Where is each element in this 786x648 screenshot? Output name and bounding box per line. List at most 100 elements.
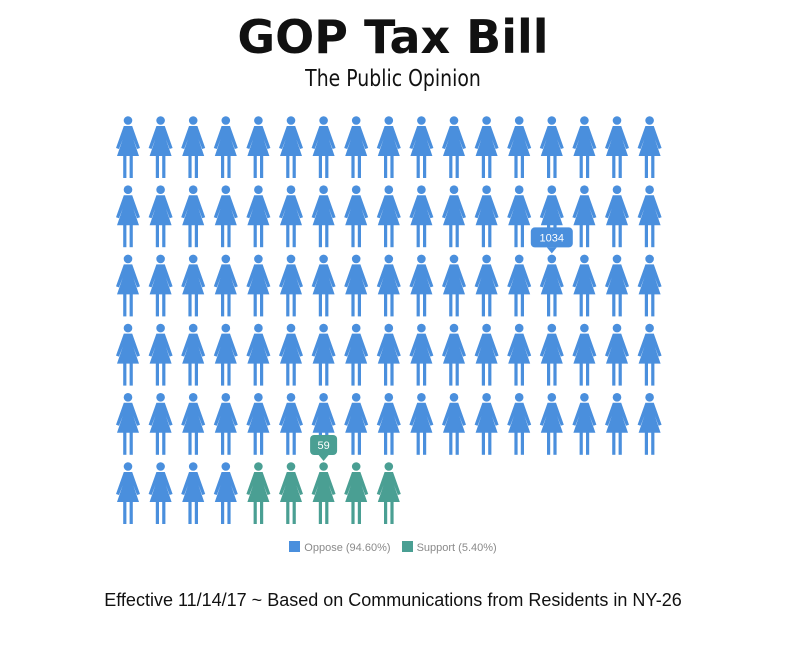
oppose-person-icon[interactable] — [213, 462, 238, 524]
oppose-person-icon[interactable] — [181, 462, 206, 524]
oppose-person-icon[interactable] — [442, 323, 466, 386]
oppose-person-icon[interactable] — [442, 116, 466, 178]
support-person-icon[interactable] — [246, 462, 271, 524]
oppose-person-icon[interactable] — [246, 254, 271, 317]
support-person-icon[interactable] — [311, 462, 336, 524]
oppose-person-icon[interactable] — [279, 116, 303, 178]
oppose-person-icon[interactable] — [637, 393, 662, 455]
oppose-person-icon[interactable] — [311, 323, 336, 386]
support-person-icon[interactable] — [376, 462, 401, 524]
pictograph-chart: 1034 59 — [116, 116, 662, 524]
oppose-person-icon[interactable] — [311, 185, 336, 248]
oppose-person-icon[interactable] — [344, 323, 369, 386]
oppose-person-icon[interactable] — [116, 323, 140, 386]
oppose-person-icon[interactable] — [474, 393, 499, 455]
oppose-person-icon[interactable] — [116, 185, 140, 248]
oppose-person-icon[interactable] — [539, 323, 564, 386]
oppose-person-icon[interactable] — [409, 323, 434, 386]
legend-item-oppose[interactable]: Oppose (94.60%) — [289, 541, 391, 554]
oppose-person-icon[interactable] — [213, 116, 238, 178]
oppose-person-icon[interactable] — [539, 116, 564, 178]
oppose-person-icon[interactable] — [311, 254, 336, 317]
support-person-icon[interactable] — [279, 462, 303, 524]
oppose-person-icon[interactable] — [409, 116, 434, 178]
oppose-person-icon[interactable] — [344, 185, 369, 248]
oppose-person-icon[interactable] — [181, 185, 206, 248]
oppose-person-icon[interactable] — [572, 254, 597, 317]
oppose-person-icon[interactable] — [539, 254, 564, 317]
oppose-person-icon[interactable] — [474, 185, 499, 248]
oppose-person-icon[interactable] — [539, 393, 564, 455]
legend-item-support[interactable]: Support (5.40%) — [401, 541, 497, 554]
oppose-person-icon[interactable] — [474, 254, 499, 317]
oppose-person-icon[interactable] — [507, 393, 532, 455]
oppose-person-icon[interactable] — [605, 393, 629, 455]
oppose-person-icon[interactable] — [637, 116, 662, 178]
oppose-person-icon[interactable] — [507, 185, 532, 248]
oppose-person-icon[interactable] — [246, 393, 271, 455]
oppose-person-icon[interactable] — [474, 116, 499, 178]
oppose-person-icon[interactable] — [148, 116, 173, 178]
oppose-person-icon[interactable] — [181, 116, 206, 178]
oppose-person-icon[interactable] — [181, 323, 206, 386]
oppose-person-icon[interactable] — [442, 185, 466, 248]
oppose-person-icon[interactable] — [116, 462, 140, 524]
footer-note: Effective 11/14/17 ~ Based on Communicat… — [104, 590, 682, 610]
oppose-person-icon[interactable] — [376, 185, 401, 248]
oppose-person-icon[interactable] — [279, 254, 303, 317]
oppose-person-icon[interactable] — [442, 254, 466, 317]
oppose-person-icon[interactable] — [507, 323, 532, 386]
oppose-person-icon[interactable] — [148, 254, 173, 317]
oppose-person-icon[interactable] — [148, 462, 173, 524]
oppose-person-icon[interactable] — [605, 185, 629, 248]
oppose-person-icon[interactable] — [246, 116, 271, 178]
oppose-person-icon[interactable] — [148, 323, 173, 386]
oppose-person-icon[interactable] — [507, 254, 532, 317]
oppose-person-icon[interactable] — [376, 116, 401, 178]
oppose-person-icon[interactable] — [311, 116, 336, 178]
oppose-person-icon[interactable] — [344, 254, 369, 317]
oppose-person-icon[interactable] — [572, 185, 597, 248]
oppose-person-icon[interactable] — [279, 323, 303, 386]
oppose-person-icon[interactable] — [572, 393, 597, 455]
chart-subtitle: The Public Opinion — [305, 66, 481, 92]
oppose-person-icon[interactable] — [344, 393, 369, 455]
oppose-person-icon[interactable] — [213, 185, 238, 248]
oppose-person-icon[interactable] — [213, 254, 238, 317]
chart-title: GOP Tax Bill — [237, 10, 549, 64]
oppose-person-icon[interactable] — [116, 254, 140, 317]
oppose-person-icon[interactable] — [376, 393, 401, 455]
oppose-person-icon[interactable] — [572, 323, 597, 386]
oppose-person-icon[interactable] — [637, 254, 662, 317]
oppose-person-icon[interactable] — [409, 393, 434, 455]
oppose-person-icon[interactable] — [279, 185, 303, 248]
oppose-person-icon[interactable] — [148, 393, 173, 455]
legend-swatch-support — [401, 541, 413, 552]
oppose-person-icon[interactable] — [246, 185, 271, 248]
oppose-person-icon[interactable] — [637, 185, 662, 248]
oppose-person-icon[interactable] — [116, 116, 140, 178]
oppose-person-icon[interactable] — [181, 393, 206, 455]
oppose-person-icon[interactable] — [474, 323, 499, 386]
oppose-person-icon[interactable] — [409, 254, 434, 317]
oppose-person-icon[interactable] — [344, 116, 369, 178]
oppose-person-icon[interactable] — [572, 116, 597, 178]
svg-text:1034: 1034 — [540, 232, 564, 244]
oppose-person-icon[interactable] — [213, 393, 238, 455]
oppose-person-icon[interactable] — [246, 323, 271, 386]
oppose-person-icon[interactable] — [605, 116, 629, 178]
oppose-person-icon[interactable] — [442, 393, 466, 455]
oppose-person-icon[interactable] — [279, 393, 303, 455]
oppose-person-icon[interactable] — [213, 323, 238, 386]
oppose-person-icon[interactable] — [148, 185, 173, 248]
oppose-person-icon[interactable] — [409, 185, 434, 248]
oppose-person-icon[interactable] — [605, 323, 629, 386]
oppose-person-icon[interactable] — [376, 254, 401, 317]
oppose-person-icon[interactable] — [181, 254, 206, 317]
oppose-person-icon[interactable] — [605, 254, 629, 317]
oppose-person-icon[interactable] — [376, 323, 401, 386]
oppose-person-icon[interactable] — [507, 116, 532, 178]
support-person-icon[interactable] — [344, 462, 369, 524]
oppose-person-icon[interactable] — [637, 323, 662, 386]
oppose-person-icon[interactable] — [116, 393, 140, 455]
